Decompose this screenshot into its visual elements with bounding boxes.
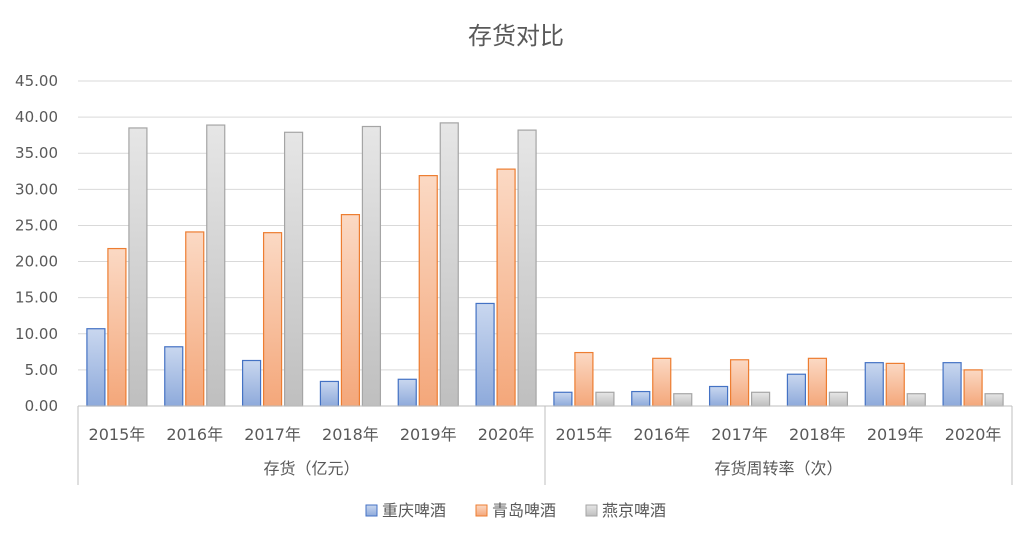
bar-燕京啤酒-2016年 — [206, 124, 226, 407]
bar-燕京啤酒-2020年 — [517, 129, 537, 407]
legend-swatch — [585, 504, 598, 517]
bar-重庆啤酒-2015年 — [553, 391, 573, 407]
bar-青岛啤酒-2019年 — [418, 175, 438, 407]
bar-重庆啤酒-2019年 — [397, 378, 417, 407]
legend-swatch — [475, 504, 488, 517]
bar-青岛啤酒-2015年 — [574, 351, 594, 407]
x-tick-label: 2015年 — [89, 425, 146, 444]
x-tick-label: 2017年 — [711, 425, 768, 444]
bar-青岛啤酒-2019年 — [885, 362, 905, 407]
bar-青岛啤酒-2018年 — [340, 214, 361, 407]
x-axis-labels: 2015年 2016年 2017年 2018年 2019年 2020年 2015年 2016年… — [89, 425, 1002, 478]
bar-青岛啤酒-2015年 — [107, 247, 127, 407]
bar-青岛啤酒-2017年 — [262, 232, 283, 407]
bar-重庆啤酒-2016年 — [164, 346, 184, 407]
bar-燕京啤酒-2015年 — [128, 127, 148, 407]
bar-青岛啤酒-2016年 — [185, 231, 205, 407]
bar-燕京啤酒-2017年 — [283, 131, 304, 407]
x-tick-label: 2016年 — [633, 425, 690, 444]
bar-燕京啤酒-2020年 — [984, 393, 1004, 407]
bar-重庆啤酒-2019年 — [864, 362, 884, 407]
bar-重庆啤酒-2018年 — [319, 380, 340, 407]
x-tick-label: 2017年 — [244, 425, 301, 444]
x-tick-label: 2020年 — [945, 425, 1002, 444]
bar-燕京啤酒-2018年 — [828, 391, 849, 407]
y-tick-label: 45.00 — [15, 72, 58, 90]
bars — [86, 122, 1004, 407]
y-tick-label: 5.00 — [25, 361, 58, 379]
legend-label: 重庆啤酒 — [382, 501, 446, 520]
y-tick-label: 0.00 — [25, 397, 58, 415]
y-tick-label: 35.00 — [15, 144, 58, 162]
y-tick-label: 20.00 — [15, 253, 58, 271]
bar-燕京啤酒-2019年 — [906, 393, 926, 407]
x-tick-label: 2018年 — [322, 425, 379, 444]
bar-青岛啤酒-2016年 — [652, 357, 672, 407]
bar-燕京啤酒-2018年 — [361, 125, 382, 407]
bar-燕京啤酒-2016年 — [673, 393, 693, 407]
bar-重庆啤酒-2018年 — [786, 373, 807, 407]
bar-燕京啤酒-2015年 — [595, 391, 615, 407]
bar-青岛啤酒-2020年 — [496, 168, 516, 407]
legend-label: 青岛啤酒 — [492, 501, 556, 520]
y-tick-label: 30.00 — [15, 180, 58, 198]
bar-重庆啤酒-2016年 — [631, 390, 651, 407]
chart-title: 存货对比 — [468, 22, 564, 50]
x-group-label: 存货（亿元） — [263, 459, 359, 478]
x-tick-label: 2016年 — [166, 425, 223, 444]
bar-重庆啤酒-2017年 — [708, 385, 729, 407]
bar-重庆啤酒-2017年 — [241, 359, 262, 407]
gridlines — [78, 80, 1012, 371]
bar-重庆啤酒-2020年 — [475, 302, 495, 407]
bar-青岛啤酒-2017年 — [729, 359, 750, 407]
legend-swatch — [365, 504, 378, 517]
legend: 重庆啤酒 青岛啤酒 燕京啤酒 — [365, 501, 666, 520]
legend-label: 燕京啤酒 — [602, 501, 666, 520]
bar-燕京啤酒-2019年 — [439, 122, 459, 407]
y-tick-label: 40.00 — [15, 108, 58, 126]
x-group-label: 存货周转率（次） — [714, 459, 842, 478]
x-tick-label: 2018年 — [789, 425, 846, 444]
y-tick-label: 25.00 — [15, 216, 58, 234]
x-tick-label: 2020年 — [478, 425, 535, 444]
y-tick-label: 15.00 — [15, 289, 58, 307]
bar-青岛啤酒-2018年 — [807, 357, 828, 407]
y-axis-ticks: 0.00 5.00 10.00 15.00 20.00 25.00 30.00 35.00 40… — [15, 72, 58, 415]
bar-青岛啤酒-2020年 — [963, 369, 983, 407]
x-tick-label: 2015年 — [556, 425, 613, 444]
x-tick-label: 2019年 — [400, 425, 457, 444]
bar-重庆啤酒-2020年 — [942, 362, 962, 407]
x-tick-label: 2019年 — [867, 425, 924, 444]
bar-燕京啤酒-2017年 — [750, 391, 771, 407]
y-tick-label: 10.00 — [15, 325, 58, 343]
x-axis — [77, 405, 1013, 485]
bar-重庆啤酒-2015年 — [86, 328, 106, 407]
